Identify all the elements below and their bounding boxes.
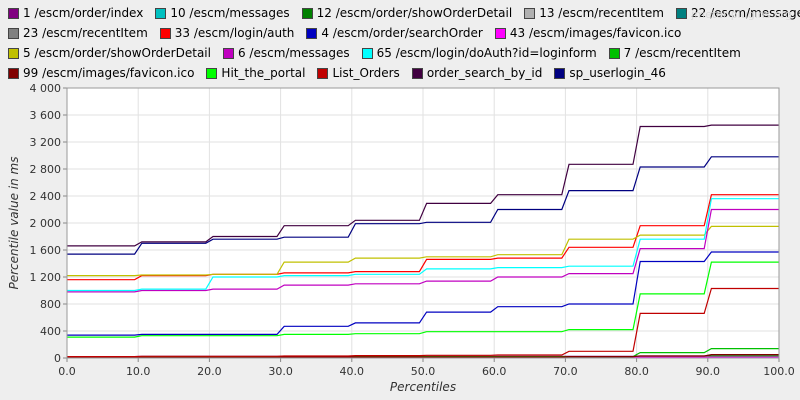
legend-swatch xyxy=(159,27,171,39)
legend-swatch xyxy=(554,67,566,79)
legend-swatch xyxy=(608,47,620,59)
chart-legend: 1 /escm/order/index 10 /escm/messages 12 /… xyxy=(0,0,800,80)
legend-label: sp_userlogin_46 xyxy=(569,66,666,80)
y-tick-label: 2 800 xyxy=(30,163,62,176)
legend-item: 5 /escm/order/showOrderDetail xyxy=(8,44,211,62)
legend-item: 13 /escm/recentItem xyxy=(524,4,664,22)
legend-item: 23 /escm/recentItem xyxy=(8,24,148,42)
legend-label: 10 /escm/messages xyxy=(170,6,290,20)
legend-item: 6 /escm/messages xyxy=(222,44,350,62)
legend-swatch xyxy=(206,67,218,79)
axes: 0 400 800 1 200 1 600 2 000 2 400 2 800 3 200 3 6… xyxy=(30,82,795,378)
legend-item: 22 /escm/messages xyxy=(675,4,800,22)
x-tick-label: 50.0 xyxy=(411,365,436,378)
series-line-65-escm-login-doauth-id-loginform xyxy=(67,198,779,292)
legend-swatch xyxy=(301,7,313,19)
legend-swatch xyxy=(306,27,318,39)
legend-label: 65 /escm/login/doAuth?id=loginform xyxy=(376,46,597,60)
legend-swatch xyxy=(524,7,536,19)
x-axis-title: Percentiles xyxy=(390,380,456,394)
series-line-hit-the-portal xyxy=(67,261,779,338)
legend-label: Hit_the_portal xyxy=(221,66,306,80)
legend-swatch xyxy=(8,47,19,59)
legend-label: order_search_by_id xyxy=(426,66,543,80)
y-axis-title: Percentile value in ms xyxy=(7,157,21,290)
legend-label: 43 /escm/images/favicon.ico xyxy=(509,26,682,40)
legend-label: List_Orders xyxy=(332,66,400,80)
y-tick-label: 3 200 xyxy=(30,136,62,149)
legend-swatch xyxy=(8,27,19,39)
legend-label: 13 /escm/recentItem xyxy=(539,6,664,20)
legend-item: 43 /escm/images/favicon.ico xyxy=(494,24,682,42)
legend-label: 6 /escm/messages xyxy=(237,46,350,60)
x-tick-label: 90.0 xyxy=(696,365,721,378)
series-line-4-escm-order-searchorder xyxy=(67,251,779,336)
legend-item: 1 /escm/order/index xyxy=(8,4,143,22)
legend-label: 12 /escm/order/showOrderDetail xyxy=(316,6,513,20)
legend-label: 7 /escm/recentItem xyxy=(623,46,741,60)
y-tick-label: 4 000 xyxy=(30,82,62,95)
legend-item: 10 /escm/messages xyxy=(155,4,290,22)
legend-label: 22 /escm/messages xyxy=(690,6,800,20)
legend-item: 65 /escm/login/doAuth?id=loginform xyxy=(361,44,597,62)
y-tick-label: 400 xyxy=(40,325,61,338)
legend-swatch xyxy=(411,67,423,79)
legend-item: order_search_by_id xyxy=(411,64,543,82)
x-tick-label: 70.0 xyxy=(553,365,578,378)
y-tick-label: 3 600 xyxy=(30,109,62,122)
legend-swatch xyxy=(222,47,234,59)
legend-swatch xyxy=(675,7,687,19)
legend-label: 99 /escm/images/favicon.ico xyxy=(23,66,195,80)
legend-label: 1 /escm/order/index xyxy=(23,6,144,20)
legend-item: sp_userlogin_46 xyxy=(554,64,666,82)
y-tick-label: 0 xyxy=(54,352,61,365)
legend-swatch xyxy=(155,7,167,19)
x-tick-label: 60.0 xyxy=(482,365,507,378)
x-tick-label: 20.0 xyxy=(197,365,222,378)
legend-item: 12 /escm/order/showOrderDetail xyxy=(301,4,513,22)
legend-swatch xyxy=(8,7,19,19)
legend-swatch xyxy=(361,47,373,59)
legend-swatch xyxy=(317,67,329,79)
x-tick-label: 10.0 xyxy=(126,365,151,378)
y-tick-label: 2 400 xyxy=(30,190,62,203)
legend-item: 4 /escm/order/searchOrder xyxy=(306,24,483,42)
watermark: jmeter-plugins.org xyxy=(691,8,792,21)
legend-item: List_Orders xyxy=(317,64,400,82)
x-tick-label: 80.0 xyxy=(624,365,649,378)
x-tick-label: 0.0 xyxy=(58,365,76,378)
y-tick-label: 1 600 xyxy=(30,244,62,257)
plot-border xyxy=(66,87,780,359)
series-line-5-escm-order-showorderdetail xyxy=(67,225,779,277)
legend-label: 33 /escm/login/auth xyxy=(174,26,295,40)
y-tick-label: 1 200 xyxy=(30,271,62,284)
y-tick-label: 2 000 xyxy=(30,217,62,230)
x-tick-label: 40.0 xyxy=(340,365,365,378)
legend-item: 99 /escm/images/favicon.ico xyxy=(8,64,194,82)
series-line-sp-userlogin-46 xyxy=(67,156,779,255)
series-line-99-escm-images-favicon-ico xyxy=(67,354,779,358)
legend-item: 33 /escm/login/auth xyxy=(159,24,295,42)
legend-swatch xyxy=(494,27,506,39)
legend-item: Hit_the_portal xyxy=(206,64,305,82)
legend-item: 7 /escm/recentItem xyxy=(608,44,741,62)
series-line-6-escm-messages xyxy=(67,208,779,293)
series-line-list-orders xyxy=(67,287,779,358)
legend-label: 4 /escm/order/searchOrder xyxy=(321,26,483,40)
x-tick-label: 100.0 xyxy=(763,365,795,378)
series-line-order-search-by-id xyxy=(67,124,779,247)
legend-label: 5 /escm/order/showOrderDetail xyxy=(23,46,211,60)
x-tick-label: 30.0 xyxy=(268,365,293,378)
legend-swatch xyxy=(8,67,19,79)
legend-label: 23 /escm/recentItem xyxy=(23,26,148,40)
y-tick-label: 800 xyxy=(40,298,61,311)
